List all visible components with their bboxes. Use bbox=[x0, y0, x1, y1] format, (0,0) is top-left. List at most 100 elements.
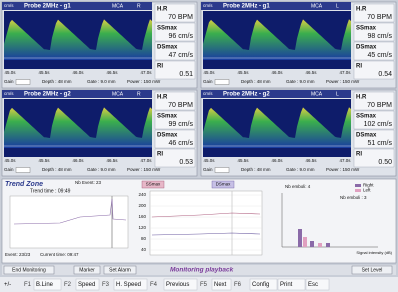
power: Power : 150 mW bbox=[326, 167, 360, 172]
fkey-label: Next bbox=[214, 282, 227, 288]
fkey-label: Config bbox=[252, 282, 269, 288]
info-value: 102 cm/s bbox=[364, 121, 393, 128]
info-value: 98 cm/s bbox=[367, 33, 392, 40]
gate: Gate : 9.0 mm bbox=[286, 79, 315, 84]
depth: Depth : 48 mm bbox=[241, 167, 271, 172]
info-label: SSmax bbox=[157, 114, 178, 120]
fkey-label: B.Line bbox=[36, 282, 54, 288]
fkey-number: F1 bbox=[24, 282, 32, 288]
fkey-label: Print bbox=[280, 282, 293, 288]
gate: Gate : 9.0 mm bbox=[87, 167, 116, 172]
info-label: DSmax bbox=[356, 133, 377, 139]
gate: Gate : 9.0 mm bbox=[87, 79, 116, 84]
unit: cm/s bbox=[4, 91, 14, 96]
playback-label: Monitoring playback bbox=[170, 267, 234, 274]
probe-label: Probe 2MHz - g2 bbox=[223, 92, 270, 98]
depth: Depth : 48 mm bbox=[241, 79, 271, 84]
info-value: 70 BPM bbox=[367, 14, 392, 21]
unit: cm/s bbox=[4, 3, 14, 8]
fkey-number: F2 bbox=[64, 282, 72, 288]
fkey-label: Esc bbox=[308, 282, 318, 288]
info-label: RI bbox=[157, 64, 163, 70]
info-value: 70 BPM bbox=[367, 102, 392, 109]
gain-label: Gain bbox=[4, 79, 14, 84]
info-label: DSmax bbox=[356, 45, 377, 51]
button-label: Set Level bbox=[362, 267, 383, 273]
time-label: 45.0s bbox=[203, 70, 215, 75]
time-label: 45.5s bbox=[38, 70, 50, 75]
info-label: DSmax bbox=[157, 45, 178, 51]
nb-emboli: Nb emboli : 3 bbox=[340, 195, 367, 200]
emboli-bar bbox=[318, 243, 322, 247]
time-label: 47.0s bbox=[140, 158, 152, 163]
event: Event: 23/23 bbox=[5, 252, 31, 257]
power: Power : 150 mW bbox=[127, 79, 161, 84]
info-label: RI bbox=[157, 152, 163, 158]
screen: cm/s Probe 2MHz - g1 MCA R 45.0s 45.5s 46.0s 46… bbox=[0, 0, 398, 292]
legend-left-label: Left bbox=[363, 188, 371, 193]
gain-label: Gain bbox=[4, 167, 14, 172]
info-label: H.R bbox=[157, 95, 168, 101]
gain-slider[interactable] bbox=[16, 80, 30, 85]
emboli-bar bbox=[310, 241, 314, 247]
time-label: 46.0s bbox=[271, 158, 283, 163]
gain-slider[interactable] bbox=[16, 168, 30, 173]
emboli-axis-label: Signal intensity (dB) bbox=[356, 250, 392, 255]
ss-label: SSmax bbox=[146, 182, 161, 187]
trend-title: Trend Zone bbox=[5, 181, 43, 188]
depth: Depth : 48 mm bbox=[42, 79, 72, 84]
info-label: H.R bbox=[356, 7, 367, 13]
gain-slider[interactable] bbox=[215, 168, 229, 173]
emboli-bar bbox=[326, 243, 330, 247]
vessel: MCA bbox=[112, 3, 124, 9]
probe-label: Probe 2MHz - g1 bbox=[223, 4, 270, 10]
info-label: H.R bbox=[157, 7, 168, 13]
time-label: 45.0s bbox=[4, 70, 16, 75]
fkey-number: F6 bbox=[234, 282, 242, 288]
trend-chart bbox=[150, 191, 262, 255]
emboli-bar bbox=[298, 229, 302, 247]
scale-label: 240 bbox=[138, 192, 146, 197]
fkey-number: F5 bbox=[200, 282, 208, 288]
gate: Gate : 9.0 mm bbox=[286, 167, 315, 172]
ds-label: DSmax bbox=[216, 182, 232, 187]
info-value: 51 cm/s bbox=[367, 140, 392, 147]
scale-label: 40 bbox=[141, 247, 147, 252]
button-label: Set Alarm bbox=[109, 267, 131, 273]
time-label: 46.5s bbox=[305, 158, 317, 163]
info-label: RI bbox=[356, 64, 362, 70]
info-value: 99 cm/s bbox=[168, 121, 193, 128]
info-label: SSmax bbox=[356, 114, 377, 120]
depth: Depth : 48 mm bbox=[42, 167, 72, 172]
time-label: 46.0s bbox=[72, 70, 84, 75]
info-label: SSmax bbox=[157, 26, 178, 32]
fkey-label: Previous bbox=[166, 282, 189, 288]
info-value: 46 cm/s bbox=[168, 140, 193, 147]
scale-label: 120 bbox=[138, 225, 146, 230]
nb-emboli-top: Nb emboli: 4 bbox=[285, 184, 311, 189]
fkey-label: +/- bbox=[4, 282, 11, 288]
power: Power : 150 mW bbox=[326, 79, 360, 84]
gain-slider[interactable] bbox=[215, 80, 229, 85]
probe-label: Probe 2MHz - g1 bbox=[24, 4, 71, 10]
time-label: 46.0s bbox=[72, 158, 84, 163]
time-label: 45.5s bbox=[237, 70, 249, 75]
info-label: RI bbox=[356, 152, 362, 158]
info-value: 45 cm/s bbox=[367, 52, 392, 59]
time-label: 47.0s bbox=[339, 158, 351, 163]
info-value: 0.54 bbox=[378, 71, 392, 78]
gain-label: Gain bbox=[203, 167, 213, 172]
time-label: 45.5s bbox=[237, 158, 249, 163]
fkey-label: Speed bbox=[78, 282, 95, 288]
vessel: MCA bbox=[112, 91, 124, 97]
vessel: MCA bbox=[311, 91, 323, 97]
side: L bbox=[336, 91, 339, 97]
emboli-bar bbox=[303, 237, 307, 247]
info-value: 96 cm/s bbox=[168, 33, 193, 40]
info-label: DSmax bbox=[157, 133, 178, 139]
power: Power : 150 mW bbox=[127, 167, 161, 172]
side: R bbox=[137, 3, 141, 9]
info-value: 70 BPM bbox=[168, 14, 193, 21]
probe-label: Probe 2MHz - g2 bbox=[24, 92, 71, 98]
info-value: 70 BPM bbox=[168, 102, 193, 109]
